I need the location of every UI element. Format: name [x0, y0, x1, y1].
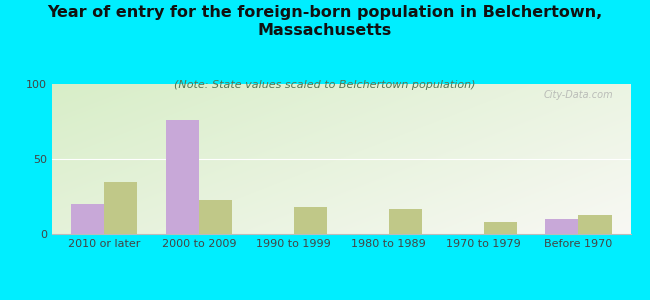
Bar [104, 182, 137, 234]
Text: City-Data.com: City-Data.com [543, 90, 613, 100]
Text: Year of entry for the foreign-born population in Belchertown,
Massachusetts: Year of entry for the foreign-born popul… [47, 4, 603, 38]
Text: (Note: State values scaled to Belchertown population): (Note: State values scaled to Belchertow… [174, 80, 476, 89]
Bar [484, 222, 517, 234]
Bar [578, 214, 612, 234]
Legend: Belchertown, Massachusetts: Belchertown, Massachusetts [213, 297, 470, 300]
Bar [71, 204, 104, 234]
Bar [545, 219, 578, 234]
Bar [199, 200, 232, 234]
Bar [166, 120, 199, 234]
Bar [294, 207, 327, 234]
Bar [389, 208, 422, 234]
